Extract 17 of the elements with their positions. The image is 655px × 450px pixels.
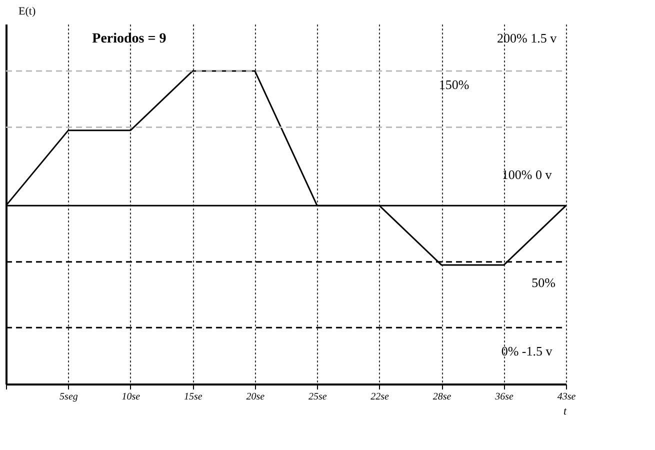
x-tick-label: 36se: [494, 392, 514, 402]
annotation: 50%: [532, 275, 556, 290]
x-tick-label: 22se: [370, 392, 390, 402]
x-tick-label: 43se: [557, 392, 576, 402]
x-tick-label: 5seg: [60, 392, 78, 402]
y-axis-title: E(t): [18, 6, 36, 18]
annotation: 100% 0 v: [502, 167, 552, 182]
annotation: 150%: [438, 77, 470, 92]
x-tick-label: 10se: [122, 392, 141, 402]
x-tick-label: 20se: [246, 392, 266, 402]
x-tick-label: 28se: [432, 392, 452, 402]
annotation: 0% -1.5 v: [501, 344, 553, 359]
text: 200% 1.5 v: [497, 30, 558, 46]
x-axis-title: t: [563, 406, 568, 418]
text: Periodos = 9: [92, 31, 166, 46]
x-tick-label: 15se: [184, 392, 203, 402]
x-tick-label: 25se: [308, 392, 328, 402]
